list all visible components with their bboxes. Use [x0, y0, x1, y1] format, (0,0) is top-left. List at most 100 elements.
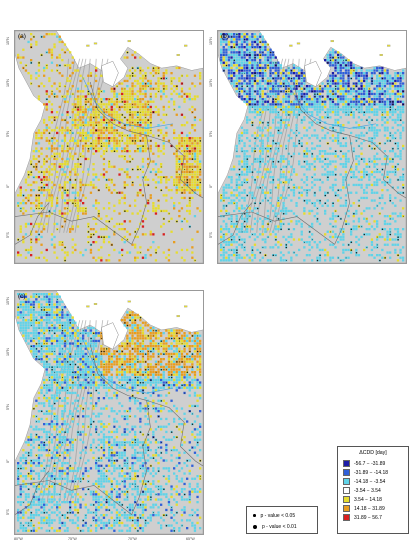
- grid-cell: [295, 85, 298, 88]
- grid-cell: [311, 181, 314, 184]
- grid-cell: [290, 235, 293, 239]
- grid-cell: [48, 215, 51, 218]
- grid-cell: [383, 90, 387, 93]
- grid-cell: [30, 246, 33, 249]
- grid-cell: [243, 230, 246, 233]
- grid-cell: [240, 204, 244, 207]
- grid-cell: [157, 82, 160, 85]
- grid-cell: [313, 178, 316, 181]
- grid-cell: [30, 33, 33, 36]
- grid-cell: [370, 199, 374, 202]
- grid-cell: [253, 33, 257, 36]
- large-dot: [191, 158, 194, 160]
- grid-cell: [115, 111, 119, 114]
- large-dot: [59, 64, 61, 67]
- grid-cell: [121, 147, 124, 150]
- small-dot: [296, 83, 298, 85]
- grid-cell: [235, 241, 238, 244]
- grid-cell: [339, 157, 342, 161]
- grid-cell: [141, 103, 145, 106]
- grid-cell: [240, 126, 244, 129]
- grid-cell: [246, 163, 249, 166]
- grid-cell: [269, 233, 272, 236]
- grid-cell: [126, 230, 129, 233]
- small-dot: [181, 221, 183, 222]
- grid-cell: [274, 225, 277, 228]
- grid-cell: [342, 144, 345, 148]
- grid-cell: [269, 111, 272, 114]
- grid-cell: [152, 100, 155, 103]
- grid-cell: [180, 170, 184, 174]
- small-dot: [249, 93, 251, 95]
- grid-cell: [399, 176, 402, 179]
- grid-cell: [56, 157, 59, 161]
- grid-cell: [95, 230, 98, 233]
- grid-cell: [118, 202, 121, 205]
- grid-cell: [376, 111, 379, 114]
- grid-cell: [238, 243, 241, 246]
- grid-cell: [264, 105, 267, 109]
- grid-cell: [292, 79, 296, 83]
- grid-cell: [370, 124, 374, 127]
- grid-cell: [357, 92, 361, 96]
- grid-cell: [243, 189, 246, 192]
- grid-cell: [79, 183, 82, 187]
- grid-cell: [324, 103, 327, 106]
- grid-cell: [102, 129, 106, 132]
- grid-cell: [131, 137, 134, 140]
- grid-cell: [305, 134, 309, 137]
- grid-cell: [243, 157, 246, 161]
- grid-cell: [344, 90, 348, 93]
- grid-cell: [118, 92, 121, 96]
- grid-cell: [121, 137, 124, 140]
- grid-cell: [269, 77, 272, 80]
- grid-cell: [175, 157, 178, 161]
- small-dot: [353, 70, 355, 72]
- grid-cell: [274, 243, 277, 246]
- grid-cell: [399, 235, 402, 239]
- small-dot: [111, 179, 113, 181]
- grid-cell: [162, 90, 165, 93]
- grid-cell: [399, 116, 402, 119]
- grid-cell: [144, 134, 147, 137]
- grid-cell: [365, 191, 368, 194]
- grid-cell: [141, 157, 145, 161]
- large-dot: [360, 67, 363, 69]
- small-dot: [17, 205, 19, 207]
- grid-cell: [131, 131, 134, 135]
- grid-cell: [386, 90, 389, 93]
- grid-cell: [402, 183, 405, 187]
- grid-cell: [368, 108, 371, 111]
- grid-cell: [69, 152, 72, 155]
- grid-cell: [147, 124, 150, 127]
- grid-cell: [95, 199, 98, 202]
- grid-cell: [243, 40, 246, 44]
- grid-cell: [344, 105, 348, 109]
- grid-cell: [360, 196, 363, 200]
- grid-cell: [105, 225, 108, 228]
- grid-cell: [259, 87, 262, 90]
- grid-cell: [287, 108, 290, 111]
- grid-cell: [303, 173, 306, 176]
- grid-cell: [144, 103, 147, 106]
- grid-cell: [324, 163, 327, 166]
- grid-cell: [139, 113, 142, 116]
- grid-cell: [321, 248, 324, 252]
- grid-cell: [144, 150, 147, 153]
- grid-cell: [370, 248, 374, 252]
- grid-cell: [220, 243, 223, 246]
- grid-cell: [154, 163, 158, 166]
- grid-cell: [259, 64, 262, 67]
- grid-cell: [243, 217, 246, 220]
- grid-cell: [292, 191, 296, 194]
- grid-cell: [188, 186, 191, 189]
- grid-cell: [134, 243, 137, 246]
- grid-cell: [165, 69, 168, 72]
- grid-cell: [269, 150, 272, 153]
- grid-cell: [266, 105, 270, 109]
- grid-cell: [272, 56, 275, 59]
- grid-cell: [355, 163, 358, 166]
- grid-cell: [160, 98, 163, 101]
- grid-cell: [225, 56, 228, 59]
- grid-cell: [261, 72, 264, 75]
